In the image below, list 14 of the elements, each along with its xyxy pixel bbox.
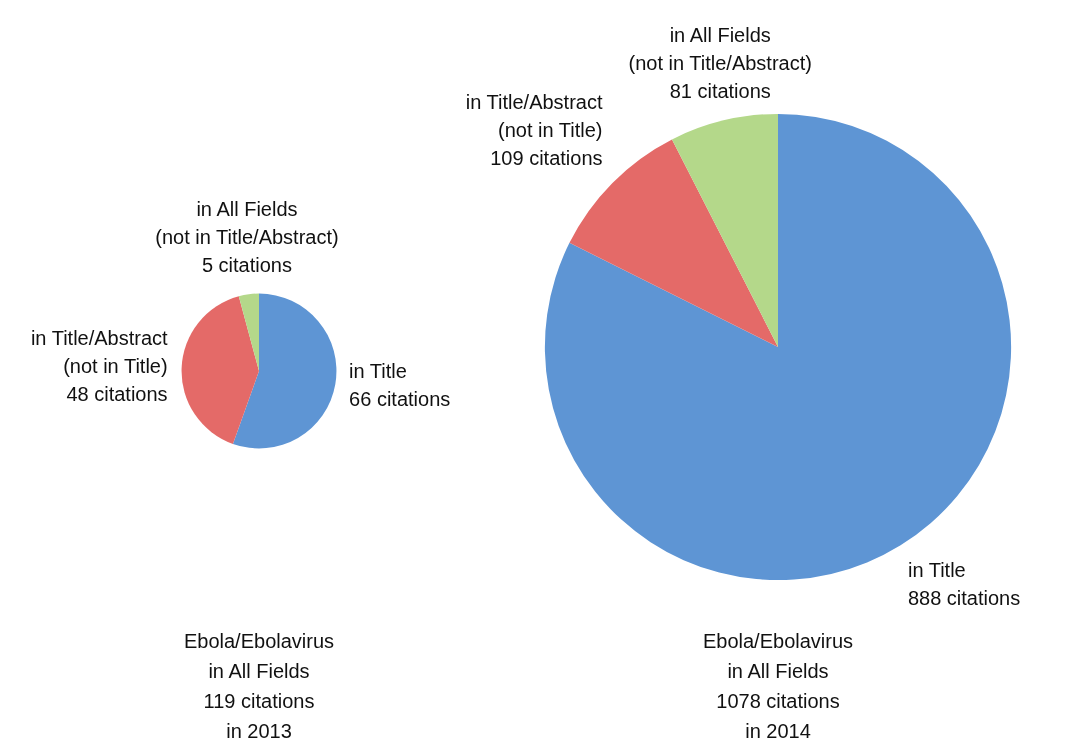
slice-label: in All Fields (not in Title/Abstract) xyxy=(628,24,812,75)
data-label: 5 citations xyxy=(201,253,292,276)
slice-label: in Title xyxy=(349,360,407,383)
data-label: 888 citations xyxy=(907,586,1021,609)
slice-label: in All Fields (not in Title/Abstract) xyxy=(155,197,339,248)
data-label: 48 citations xyxy=(66,382,168,405)
text: Ebola/Ebolavirus in All Fields 1078 citations in 2014 xyxy=(701,629,855,744)
data-label: 81 citations xyxy=(669,80,771,103)
slice-label: in Title xyxy=(907,558,966,581)
text: Ebola/Ebolavirus in All Fields 119 citations in 2013 xyxy=(182,629,336,744)
data-label: 66 citations xyxy=(349,388,451,411)
slice-label: in Title/Abstract (not in Title) xyxy=(30,326,169,377)
data-label: 109 citations xyxy=(490,146,603,169)
slice-label: in Title/Abstract (not in Title) xyxy=(465,90,603,141)
